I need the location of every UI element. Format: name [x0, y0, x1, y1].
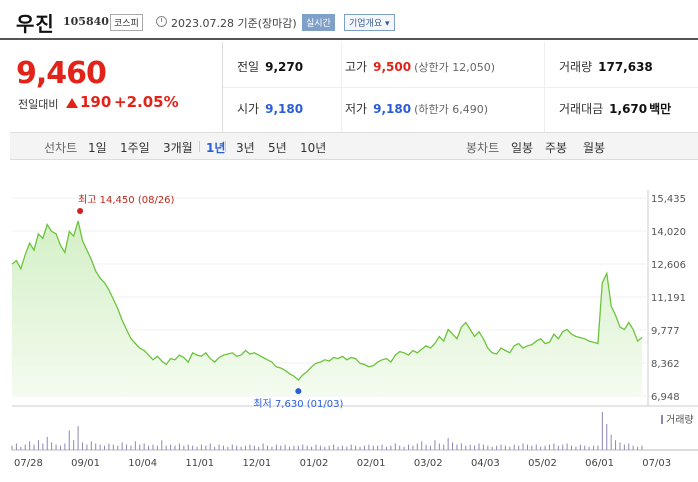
stat-label: 거래대금 [559, 102, 604, 116]
x-tick-label: 04/03 [471, 458, 500, 469]
stat-label: 고가 [345, 60, 368, 74]
price-line [11, 220, 643, 382]
tab-1d[interactable]: 1일 [88, 141, 107, 155]
date-line: 2023.07.28 기준(장마감) [171, 17, 297, 30]
divider [222, 42, 223, 132]
stat-value: 9,500 [373, 60, 412, 74]
price-area [12, 221, 642, 396]
x-tick-label: 07/28 [14, 458, 43, 469]
stat-high: 고가 9,500 (상한가 12,050) [345, 58, 495, 75]
stat-value: 9,180 [373, 102, 412, 116]
tab-3y[interactable]: 3년 [236, 141, 255, 155]
realtime-button[interactable]: 실시간 [302, 14, 335, 31]
stat-label: 시가 [237, 102, 260, 116]
stat-value: 177,638 [598, 60, 653, 74]
stat-unit: 백만 [649, 102, 672, 116]
x-tick-label: 12/01 [242, 458, 271, 469]
tab-daily[interactable]: 일봉 [511, 141, 534, 155]
volume-label: 거래량 [666, 414, 694, 426]
stat-value: 9,270 [265, 60, 304, 74]
tab-weekly[interactable]: 주봉 [545, 141, 568, 155]
y-tick-label: 11,191 [651, 293, 686, 304]
tab-10y[interactable]: 10년 [300, 141, 327, 155]
stat-amount: 거래대금 1,670 백만 [559, 100, 671, 117]
stat-value: 1,670 [609, 102, 648, 116]
stat-label: 거래량 [559, 60, 593, 74]
x-tick-label: 07/03 [642, 458, 671, 469]
low-marker [295, 388, 302, 395]
low-annotation: 최저 7,630 (01/03) [253, 398, 343, 410]
x-tick-label: 01/02 [300, 458, 329, 469]
change-value: 190 [80, 93, 112, 111]
up-triangle-icon [66, 98, 78, 108]
x-tick-label: 09/01 [71, 458, 100, 469]
chart-svg: 15,43514,02012,60611,1919,7778,3626,948 … [11, 190, 698, 469]
x-tick-label: 05/02 [528, 458, 557, 469]
stat-prev-close: 전일 9,270 [237, 58, 303, 75]
x-tick-label: 10/04 [128, 458, 157, 469]
stat-label: 전일 [237, 60, 260, 74]
company-info-dropdown[interactable]: 기업개요 ▾ [344, 14, 395, 31]
stock-name: 우진 [16, 12, 55, 36]
y-tick-label: 6,948 [651, 392, 680, 403]
y-tick-label: 14,020 [651, 227, 686, 238]
lower-limit: (하한가 6,490) [414, 103, 488, 116]
y-tick-label: 12,606 [651, 260, 686, 271]
stat-low: 저가 9,180 (하한가 6,490) [345, 100, 488, 117]
market-badge: 코스피 [110, 14, 143, 31]
x-tick-label: 11/01 [185, 458, 214, 469]
stat-open: 시가 9,180 [237, 100, 303, 117]
tab-5y[interactable]: 5년 [268, 141, 287, 155]
x-tick-label: 03/02 [414, 458, 443, 469]
y-tick-label: 15,435 [651, 194, 686, 205]
x-tick-label: 02/01 [357, 458, 386, 469]
stats-grid: 전일 9,270 고가 9,500 (상한가 12,050) 거래량 177,638 시… [223, 42, 698, 132]
divider [223, 87, 698, 88]
price-chart[interactable]: 15,435 14,020 12,606 11,191 9,777 8,362 6,948 … [0, 160, 698, 482]
candle-chart-label: 봉차트 [466, 141, 500, 155]
change-label: 전일대비 [18, 98, 59, 111]
stock-code: 105840 [63, 15, 109, 28]
stat-volume: 거래량 177,638 [559, 58, 653, 75]
stock-header: 우진 105840 코스피 2023.07.28 기준(장마감) 실시간 기업개… [0, 0, 698, 40]
tab-1w[interactable]: 1주일 [120, 141, 150, 155]
line-chart-label: 선차트 [44, 141, 78, 155]
current-price: 9,460 [16, 56, 107, 91]
divider [544, 42, 545, 132]
tab-3m[interactable]: 3개월 [163, 141, 193, 155]
upper-limit: (상한가 12,050) [414, 61, 495, 74]
price-box: 9,460 전일대비 190 +2.05% [10, 44, 222, 129]
y-tick-label: 9,777 [651, 326, 680, 337]
y-tick-label: 8,362 [651, 359, 680, 370]
divider [199, 141, 200, 152]
tab-1y[interactable]: 1년 [206, 141, 226, 155]
stat-label: 저가 [345, 102, 368, 116]
high-annotation: 최고 14,450 (08/26) [78, 194, 174, 206]
divider [341, 42, 342, 132]
clock-icon [156, 16, 167, 27]
tab-monthly[interactable]: 월봉 [583, 141, 606, 155]
stat-value: 9,180 [265, 102, 304, 116]
chart-tabbar: 선차트 1일 1주일 3개월 1년 3년 5년 10년 봉차트 일봉 주봉 월봉 [10, 132, 698, 160]
high-marker [77, 207, 84, 214]
x-tick-label: 06/01 [585, 458, 614, 469]
volume-legend-icon [661, 415, 663, 424]
change-percent: +2.05% [114, 93, 179, 111]
divider [225, 141, 226, 152]
